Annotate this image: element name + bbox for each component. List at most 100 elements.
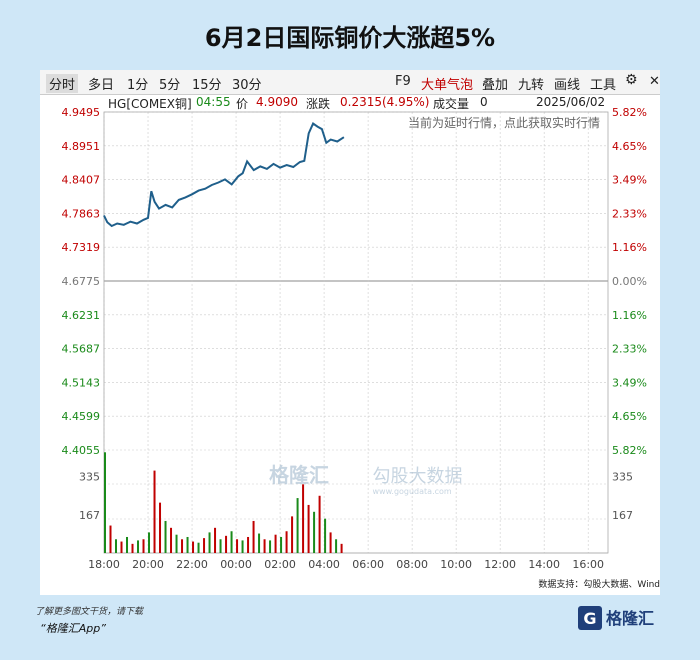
chart-title: 6月2日国际铜价大涨超5% <box>204 24 496 52</box>
change-value: 0.2315(4.95%) <box>340 95 430 109</box>
chart-grid <box>103 111 609 554</box>
plot-border <box>103 111 609 554</box>
volume-bar <box>285 531 288 553</box>
nine-turn-button[interactable]: 九转 <box>518 78 545 93</box>
volume-bar <box>225 535 228 553</box>
tab-15min[interactable]: 15分 <box>192 78 222 93</box>
intraday-chart: 4.9495 4.8951 4.8407 4.7863 4.7319 4.6775 4.62… <box>62 106 647 571</box>
gelonghui-logo: G 格隆汇 <box>578 606 654 630</box>
price-tick-label: 4.8407 <box>62 174 101 187</box>
volume-value: 0 <box>480 95 488 109</box>
volume-bar <box>142 539 145 553</box>
volume-tick-label: 167 <box>612 509 633 522</box>
percent-tick-label: 1.16% <box>612 309 647 322</box>
volume-bar <box>280 536 283 553</box>
volume-tick-label: 335 <box>612 470 633 483</box>
volume-bar <box>252 520 255 553</box>
price-tick-label: 4.5687 <box>62 343 101 356</box>
volume-bar <box>241 540 244 553</box>
svg-text:G: G <box>583 609 596 628</box>
delayed-quote-notice[interactable]: 当前为延时行情，点此获取实时行情 <box>407 116 600 130</box>
volume-bar <box>197 542 200 553</box>
f9-button[interactable]: F9 <box>395 74 411 89</box>
watermark-brand: 格隆汇 <box>269 463 329 487</box>
watermark-site: www.gogudata.com <box>373 487 452 496</box>
volume-bars <box>104 452 343 553</box>
volume-bar <box>170 527 173 553</box>
volume-label: 成交量 <box>433 97 470 111</box>
volume-bar <box>186 536 189 553</box>
volume-tick-label: 335 <box>79 470 100 483</box>
tab-fenshi[interactable]: 分时 <box>46 74 79 93</box>
percent-tick-label: 5.82% <box>612 106 647 119</box>
time-tick-label: 06:00 <box>352 558 384 571</box>
volume-bar <box>109 525 112 553</box>
volume-bar <box>131 543 134 553</box>
time-tick-label: 20:00 <box>132 558 164 571</box>
volume-bar <box>313 511 316 553</box>
volume-bar <box>258 533 261 553</box>
download-hint: 了解更多图文干货，请下载 <box>35 607 144 617</box>
time-axis: 18:00 20:00 22:00 00:00 02:00 04:00 06:00 08:00… <box>88 558 604 571</box>
price-tick-label: 4.7319 <box>62 241 101 254</box>
volume-bar <box>340 543 343 553</box>
percent-tick-label: 4.65% <box>612 410 647 423</box>
volume-bar <box>208 532 211 553</box>
time-tick-label: 10:00 <box>440 558 472 571</box>
volume-bar <box>263 539 266 553</box>
volume-tick-label: 167 <box>79 509 100 522</box>
tools-button[interactable]: 工具 <box>590 78 617 93</box>
price-tick-label: 4.5143 <box>62 376 101 389</box>
symbol-label: HG[COMEX铜] <box>108 97 192 111</box>
gear-icon[interactable]: ⚙ <box>625 72 638 88</box>
draw-line-button[interactable]: 画线 <box>554 78 581 93</box>
volume-bar <box>214 527 217 553</box>
volume-bar <box>230 531 233 553</box>
volume-bar <box>115 539 118 553</box>
watermark-brand2: 勾股大数据 <box>373 466 463 487</box>
volume-bar <box>296 498 299 553</box>
volume-bar <box>269 540 272 553</box>
volume-bar <box>329 532 332 553</box>
tab-5min[interactable]: 5分 <box>159 78 181 93</box>
overlay-button[interactable]: 叠加 <box>482 78 509 93</box>
toolbar: 分时 多日 1分 5分 15分 30分 F9 大单气泡 叠加 九转 画线 工具 … <box>40 70 660 95</box>
time-tick-label: 16:00 <box>572 558 604 571</box>
tab-duori[interactable]: 多日 <box>88 78 115 93</box>
close-icon[interactable]: ✕ <box>649 74 660 89</box>
price-tick-label: 4.6231 <box>62 309 101 322</box>
volume-bar <box>153 470 156 553</box>
tab-1min[interactable]: 1分 <box>127 78 149 93</box>
price-value: 4.9090 <box>256 95 298 109</box>
percent-tick-label: 4.65% <box>612 140 647 153</box>
percent-axis: 5.82% 4.65% 3.49% 2.33% 1.16% 0.00% 1.16% 2.33%… <box>612 106 647 522</box>
time-tick-label: 12:00 <box>484 558 516 571</box>
tab-30min[interactable]: 30分 <box>232 78 262 93</box>
big-order-bubble-button[interactable]: 大单气泡 <box>421 78 474 93</box>
price-tick-label: 4.6775 <box>62 275 101 288</box>
volume-bar <box>291 516 294 553</box>
quote-info-bar: HG[COMEX铜] 04:55 价 4.9090 涨跌 0.2315(4.95… <box>40 94 660 112</box>
percent-tick-label: 2.33% <box>612 343 647 356</box>
price-axis: 4.9495 4.8951 4.8407 4.7863 4.7319 4.6775 4.62… <box>62 106 101 522</box>
volume-bar <box>236 539 239 553</box>
percent-tick-label: 3.49% <box>612 174 647 187</box>
volume-bar <box>148 532 151 553</box>
price-line <box>103 121 345 228</box>
time-tick-label: 14:00 <box>528 558 560 571</box>
volume-bar <box>104 452 106 553</box>
change-label: 涨跌 <box>306 97 331 111</box>
volume-bar <box>159 502 162 553</box>
time-tick-label: 22:00 <box>176 558 208 571</box>
price-tick-label: 4.4599 <box>62 410 101 423</box>
time-tick-label: 18:00 <box>88 558 120 571</box>
price-label: 价 <box>236 97 249 111</box>
price-tick-label: 4.8951 <box>62 140 101 153</box>
percent-tick-label: 3.49% <box>612 376 647 389</box>
percent-tick-label: 5.82% <box>612 444 647 457</box>
volume-bar <box>247 536 250 553</box>
price-tick-label: 4.9495 <box>62 106 101 119</box>
volume-bar <box>175 534 178 553</box>
data-source-note: 数据支持：勾股大数据、Wind <box>538 580 660 590</box>
quote-date: 2025/06/02 <box>536 95 606 109</box>
